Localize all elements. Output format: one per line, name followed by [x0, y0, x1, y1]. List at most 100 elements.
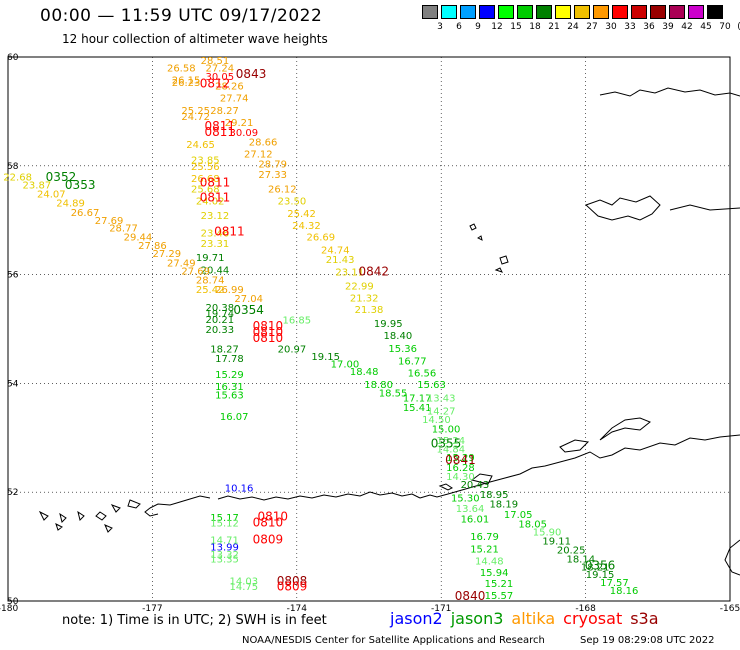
color-scale-label: 15: [510, 22, 522, 32]
wave-height-label: 13.99: [210, 542, 239, 553]
wave-height-label: 28.26: [215, 82, 244, 93]
wave-height-label: 14.48: [475, 557, 504, 568]
color-scale-swatch: [460, 5, 476, 19]
wave-height-label: 18.27: [210, 344, 239, 355]
wave-height-label: 13.43: [427, 393, 456, 404]
wave-height-label: 23.46: [201, 229, 230, 240]
wave-height-label: 18.19: [489, 499, 518, 510]
wave-height-label: 16.77: [398, 356, 427, 367]
wave-height-label: 14.03: [230, 577, 259, 588]
pass-time-label: 0811: [205, 119, 236, 133]
color-scale-swatch: [707, 5, 723, 19]
wave-height-label: 25.68: [191, 184, 220, 195]
satellite-legend-item: jason2: [390, 609, 443, 628]
wave-height-label: 27.86: [138, 241, 167, 252]
wave-height-label: 25.25: [181, 106, 210, 117]
wave-height-label: 23.50: [278, 196, 307, 207]
wave-height-label: 17.00: [331, 360, 360, 371]
color-scale-label: (ft): [734, 22, 740, 32]
pass-time-label: 0810: [253, 515, 284, 529]
footnote: note: 1) Time is in UTC; 2) SWH is in fe…: [62, 613, 327, 628]
color-scale-label: 42: [681, 22, 693, 32]
wave-height-label: 15.41: [403, 403, 432, 414]
wave-height-label: 15.29: [446, 453, 475, 464]
pass-time-label: 0352: [46, 170, 77, 184]
wave-height-label: 19.15: [586, 570, 615, 581]
wave-height-label: 23.87: [23, 181, 52, 192]
wave-height-label: 17.57: [600, 578, 629, 589]
wave-height-label: 14.50: [422, 415, 451, 426]
wave-height-label: 10.16: [225, 484, 254, 495]
wave-height-label: 18.16: [610, 586, 639, 597]
wave-height-label: 27.29: [153, 249, 182, 260]
wave-height-label: 27.33: [258, 170, 287, 181]
wave-height-label: 16.28: [446, 463, 475, 474]
wave-height-label: 28.74: [196, 275, 225, 286]
lat-lon-grid: [7, 56, 731, 602]
pass-time-label: 0842: [359, 265, 390, 279]
wave-height-label: 15.57: [485, 591, 514, 602]
generated-timestamp: Sep 19 08:29:08 UTC 2022: [580, 635, 715, 646]
wave-height-label: 26.12: [268, 184, 297, 195]
wave-height-label: 27.24: [205, 64, 234, 75]
color-scale-swatch: [574, 5, 590, 19]
wave-height-label: 18.14: [566, 554, 595, 565]
wave-height-label: 15.30: [451, 493, 480, 504]
pass-time-label: 0355: [431, 437, 462, 451]
color-scale-swatch: [612, 5, 628, 19]
wave-height-label: 19.74: [205, 309, 234, 320]
wave-height-label: 23.85: [191, 156, 220, 167]
lon-tick-label: -171: [431, 604, 451, 614]
lon-tick-label: -180: [0, 604, 18, 614]
wave-height-label: 16.31: [215, 382, 244, 393]
color-scale-label: 18: [529, 22, 541, 32]
wave-height-label: 24.89: [56, 199, 85, 210]
color-scale-swatch: [669, 5, 685, 19]
wave-height-label: 15.17: [210, 513, 239, 524]
wave-height-label: 26.99: [215, 285, 244, 296]
wave-height-label: 23.31: [201, 239, 230, 250]
wave-height-label: 30.05: [205, 72, 234, 83]
wave-height-label: 24.74: [321, 245, 350, 256]
wave-height-label: 19.15: [311, 352, 340, 363]
credit-line: NOAA/NESDIS Center for Satellite Applica…: [242, 635, 545, 646]
wave-height-label: 15.00: [432, 424, 461, 435]
wave-height-label: 14.27: [427, 406, 456, 417]
color-scale-swatch: [498, 5, 514, 19]
pass-time-label: 0810: [253, 331, 284, 345]
pass-time-label: 0356: [585, 558, 616, 572]
page-title: 00:00 — 11:59 UTC 09/17/2022: [40, 6, 323, 26]
wave-height-label: 20.21: [205, 315, 234, 326]
color-scale-label: 70: [719, 22, 731, 32]
wave-height-label: 17.17: [403, 393, 432, 404]
lat-tick-label: 60: [7, 53, 19, 63]
wave-height-label: 28.66: [249, 138, 278, 149]
pass-time-label: 0354: [233, 303, 264, 317]
page-subtitle: 12 hour collection of altimeter wave hei…: [62, 32, 328, 46]
color-scale-label: 33: [624, 22, 636, 32]
satellite-legend: jason2 jason3 altika cryosat s3a: [390, 609, 667, 628]
wave-height-label: 23.12: [201, 211, 230, 222]
wave-height-label: 30.09: [230, 128, 259, 139]
wave-height-label: 15.94: [480, 568, 509, 579]
wave-height-label: 15.21: [470, 545, 499, 556]
wave-height-label: 14.30: [446, 472, 475, 483]
wave-height-label: 28.27: [210, 106, 239, 117]
wave-height-label: 20.44: [201, 266, 230, 277]
wave-height-label: 27.74: [220, 94, 249, 105]
color-scale-label: 27: [586, 22, 598, 32]
color-scale-swatch: [479, 5, 495, 19]
alaska-peninsula-coast: [419, 417, 740, 576]
wave-height-label: 21.38: [355, 305, 384, 316]
wave-height-label: 20.25: [557, 546, 586, 557]
wave-height-label: 16.85: [282, 316, 311, 327]
wave-height-label: 26.58: [167, 64, 196, 75]
wave-height-label: 22.68: [3, 172, 32, 183]
plot-frame: [7, 56, 731, 602]
pass-time-label: 0353: [65, 178, 96, 192]
wave-height-label: 18.05: [518, 520, 547, 531]
pass-time-label: 0809: [253, 532, 284, 546]
wave-height-label: 24.72: [181, 112, 210, 123]
